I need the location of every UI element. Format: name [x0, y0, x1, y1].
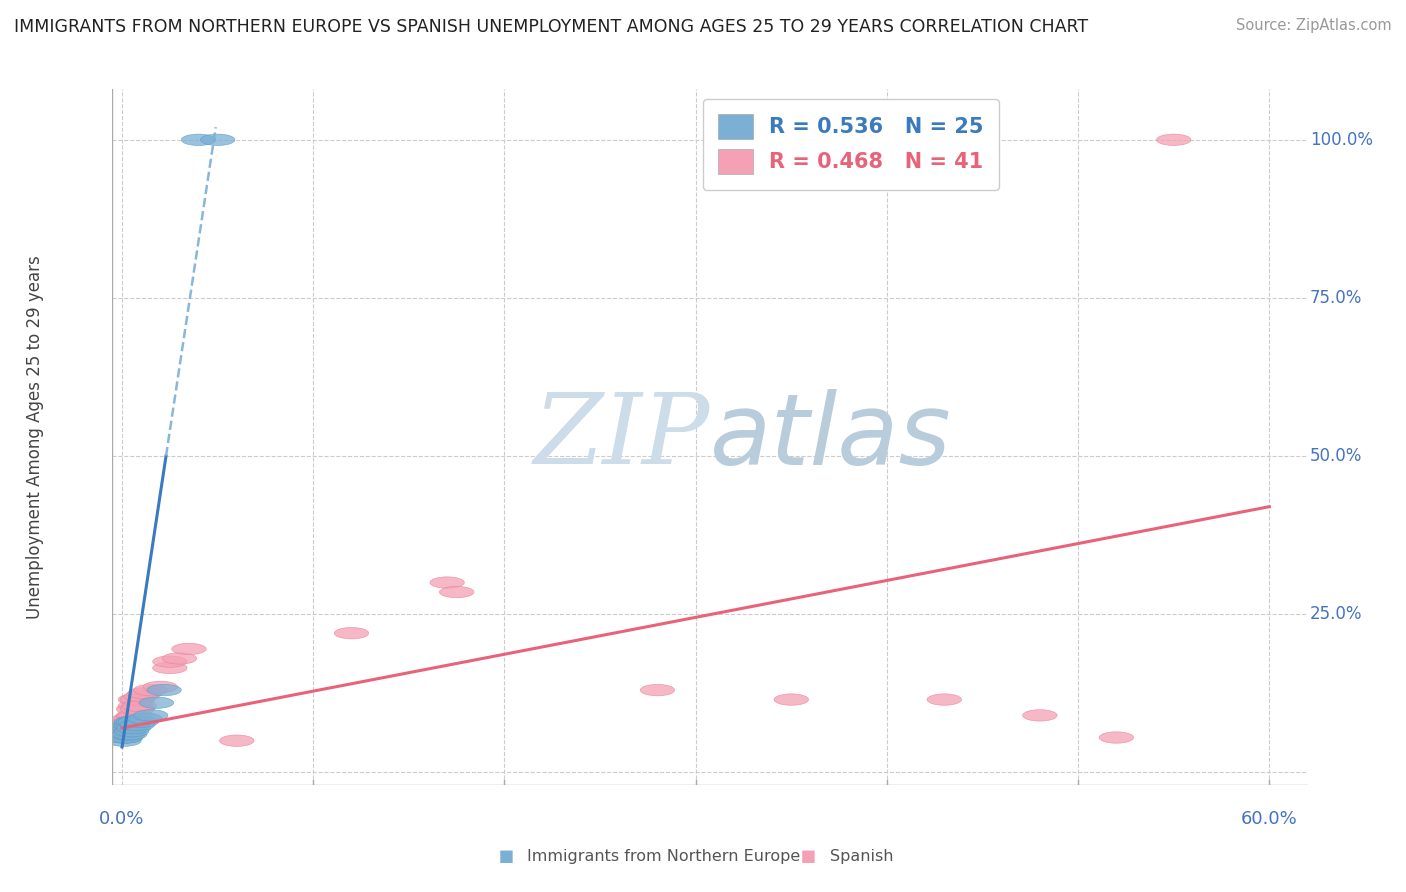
Text: IMMIGRANTS FROM NORTHERN EUROPE VS SPANISH UNEMPLOYMENT AMONG AGES 25 TO 29 YEAR: IMMIGRANTS FROM NORTHERN EUROPE VS SPANI… [14, 18, 1088, 36]
Circle shape [117, 716, 150, 727]
Circle shape [111, 725, 145, 737]
Circle shape [153, 662, 187, 673]
Text: ▪: ▪ [800, 845, 817, 868]
Circle shape [120, 719, 155, 731]
Text: 0.0%: 0.0% [100, 810, 145, 829]
Circle shape [219, 735, 254, 747]
Circle shape [162, 653, 197, 665]
Circle shape [108, 729, 143, 740]
Circle shape [114, 719, 149, 731]
Text: Immigrants from Northern Europe: Immigrants from Northern Europe [527, 849, 800, 863]
Circle shape [107, 735, 141, 747]
Circle shape [112, 713, 146, 724]
Circle shape [117, 704, 150, 714]
Text: Spanish: Spanish [830, 849, 893, 863]
Circle shape [430, 577, 464, 588]
Circle shape [114, 719, 149, 731]
Circle shape [107, 729, 141, 740]
Circle shape [111, 725, 145, 737]
Circle shape [201, 134, 235, 145]
Circle shape [181, 134, 215, 145]
Circle shape [143, 681, 177, 692]
Circle shape [107, 731, 141, 743]
Circle shape [107, 731, 141, 743]
Circle shape [108, 731, 143, 743]
Circle shape [108, 725, 143, 737]
Circle shape [124, 690, 159, 702]
Circle shape [118, 694, 153, 706]
Circle shape [107, 725, 141, 737]
Circle shape [111, 719, 145, 731]
Text: ▪: ▪ [498, 845, 515, 868]
Circle shape [124, 716, 159, 727]
Circle shape [112, 719, 146, 731]
Circle shape [112, 716, 146, 727]
Text: 75.0%: 75.0% [1310, 289, 1362, 307]
Circle shape [108, 723, 143, 734]
Circle shape [111, 723, 145, 734]
Circle shape [128, 713, 162, 724]
Circle shape [1099, 731, 1133, 743]
Circle shape [117, 710, 150, 721]
Circle shape [153, 656, 187, 667]
Text: 25.0%: 25.0% [1310, 605, 1362, 624]
Circle shape [117, 723, 150, 734]
Circle shape [134, 710, 167, 721]
Circle shape [107, 729, 141, 740]
Circle shape [1022, 710, 1057, 721]
Circle shape [640, 684, 675, 696]
Circle shape [117, 716, 150, 727]
Text: 50.0%: 50.0% [1310, 447, 1362, 465]
Circle shape [112, 723, 146, 734]
Circle shape [146, 684, 181, 696]
Circle shape [927, 694, 962, 706]
Circle shape [108, 723, 143, 734]
Text: atlas: atlas [710, 389, 952, 485]
Circle shape [108, 725, 143, 737]
Circle shape [120, 704, 155, 714]
Circle shape [114, 725, 149, 737]
Circle shape [114, 713, 149, 724]
Text: ZIP: ZIP [534, 390, 710, 484]
Circle shape [122, 700, 156, 712]
Circle shape [128, 688, 162, 699]
Circle shape [134, 684, 167, 696]
Circle shape [139, 697, 174, 708]
Circle shape [775, 694, 808, 706]
Legend: R = 0.536   N = 25, R = 0.468   N = 41: R = 0.536 N = 25, R = 0.468 N = 41 [703, 99, 1000, 190]
Circle shape [114, 716, 149, 727]
Circle shape [118, 716, 153, 727]
Text: 100.0%: 100.0% [1310, 131, 1374, 149]
Circle shape [111, 729, 145, 740]
Circle shape [440, 586, 474, 598]
Circle shape [112, 729, 146, 740]
Circle shape [120, 694, 155, 706]
Text: Unemployment Among Ages 25 to 29 years: Unemployment Among Ages 25 to 29 years [25, 255, 44, 619]
Circle shape [335, 627, 368, 639]
Text: 60.0%: 60.0% [1241, 810, 1298, 829]
Circle shape [172, 643, 207, 655]
Circle shape [112, 723, 146, 734]
Circle shape [118, 710, 153, 721]
Circle shape [1157, 134, 1191, 145]
Text: Source: ZipAtlas.com: Source: ZipAtlas.com [1236, 18, 1392, 33]
Circle shape [118, 700, 153, 712]
